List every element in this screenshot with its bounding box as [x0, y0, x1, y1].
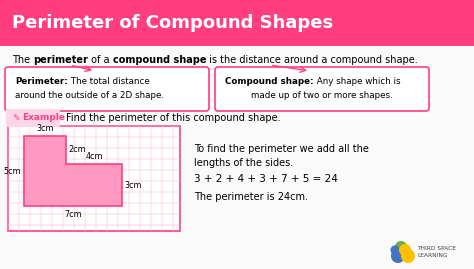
Text: 3 + 2 + 4 + 3 + 7 + 5 = 24: 3 + 2 + 4 + 3 + 7 + 5 = 24	[194, 174, 338, 184]
Text: 4cm: 4cm	[85, 152, 103, 161]
Text: 5cm: 5cm	[3, 167, 21, 175]
FancyBboxPatch shape	[0, 0, 474, 46]
Text: lengths of the sides.: lengths of the sides.	[194, 158, 293, 168]
Circle shape	[401, 250, 414, 262]
Text: perimeter: perimeter	[33, 55, 88, 65]
Text: The total distance: The total distance	[68, 77, 150, 87]
Text: 3cm: 3cm	[124, 180, 142, 189]
Circle shape	[391, 246, 399, 254]
Text: Perimeter of Compound Shapes: Perimeter of Compound Shapes	[12, 14, 333, 32]
Text: 2cm: 2cm	[68, 146, 86, 154]
Text: Any shape which is: Any shape which is	[314, 77, 400, 87]
Text: The perimeter is 24cm.: The perimeter is 24cm.	[194, 192, 308, 202]
Text: Perimeter:: Perimeter:	[15, 77, 68, 87]
FancyBboxPatch shape	[0, 46, 474, 269]
FancyBboxPatch shape	[5, 67, 209, 111]
Text: To find the perimeter we add all the: To find the perimeter we add all the	[194, 144, 369, 154]
Text: of a: of a	[88, 55, 113, 65]
Circle shape	[400, 245, 410, 255]
FancyBboxPatch shape	[8, 126, 180, 231]
Text: made up of two or more shapes.: made up of two or more shapes.	[251, 91, 393, 101]
FancyBboxPatch shape	[6, 109, 60, 127]
Text: Find the perimeter of this compound shape.: Find the perimeter of this compound shap…	[66, 113, 281, 123]
Text: around the outside of a 2D shape.: around the outside of a 2D shape.	[15, 91, 164, 101]
Circle shape	[392, 250, 404, 262]
Text: is the distance around a compound shape.: is the distance around a compound shape.	[206, 55, 418, 65]
Text: The: The	[12, 55, 33, 65]
FancyBboxPatch shape	[215, 67, 429, 111]
Polygon shape	[24, 136, 122, 206]
Text: ✎: ✎	[12, 114, 19, 122]
Text: 7cm: 7cm	[64, 210, 82, 219]
Text: Example: Example	[22, 114, 65, 122]
Text: 3cm: 3cm	[36, 124, 54, 133]
Text: THIRD SPACE
LEARNING: THIRD SPACE LEARNING	[417, 246, 456, 258]
Circle shape	[396, 242, 406, 252]
Text: Compound shape:: Compound shape:	[225, 77, 314, 87]
Text: compound shape: compound shape	[113, 55, 206, 65]
